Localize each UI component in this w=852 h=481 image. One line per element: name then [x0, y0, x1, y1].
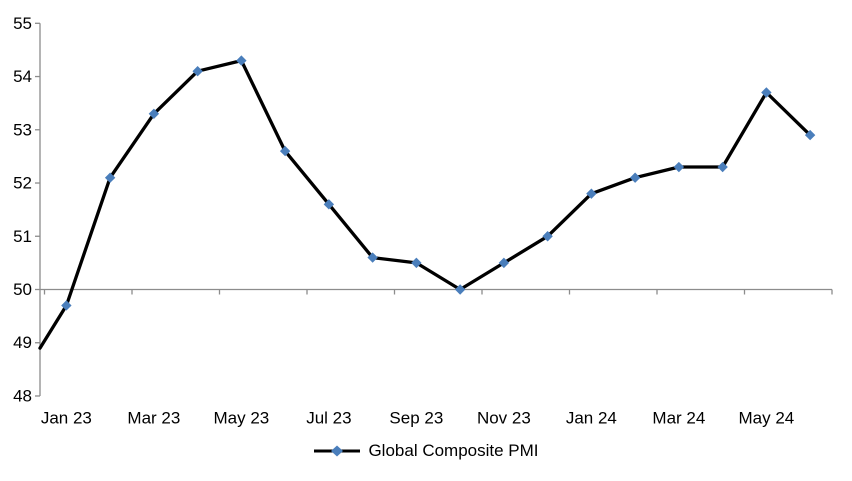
- data-point-marker: [629, 172, 641, 183]
- x-axis-tick-label: Mar 23: [127, 409, 180, 428]
- x-axis-tick-label: Mar 24: [652, 409, 705, 428]
- data-point-marker: [61, 300, 72, 311]
- y-axis-tick-label: 50: [13, 280, 32, 299]
- y-axis-tick-label: 53: [13, 120, 32, 139]
- y-axis-tick-label: 55: [13, 14, 32, 33]
- series-line-global-composite-pmi: [38, 58, 812, 350]
- legend-series-label: Global Composite PMI: [368, 441, 539, 460]
- legend-line-marker-icon: [314, 445, 361, 456]
- legend: Global Composite PMI: [0, 442, 852, 459]
- data-point-marker: [673, 161, 685, 173]
- data-point-marker: [279, 145, 291, 157]
- data-point-marker: [236, 55, 247, 66]
- data-point-marker: [104, 172, 116, 183]
- data-point-marker: [323, 199, 335, 210]
- y-axis-tick-label: 51: [13, 227, 32, 246]
- data-point-marker: [367, 252, 378, 263]
- y-axis-tick-label: 54: [13, 67, 32, 86]
- y-axis-tick-label: 48: [13, 386, 32, 405]
- data-point-marker: [804, 129, 816, 141]
- data-point-marker: [411, 257, 422, 269]
- x-axis-tick-label: Jan 24: [566, 409, 617, 428]
- x-axis-tick-label: May 24: [739, 409, 795, 428]
- data-point-marker: [148, 108, 160, 120]
- data-point-marker: [717, 161, 728, 173]
- x-axis-tick-label: May 23: [214, 409, 270, 428]
- legend-diamond-marker-icon: [331, 445, 344, 456]
- y-axis-tick-label: 52: [13, 174, 32, 193]
- data-point-marker: [454, 284, 466, 295]
- x-axis-tick-label: Jul 23: [306, 409, 351, 428]
- data-point-marker: [542, 231, 553, 242]
- x-axis-tick-label: Sep 23: [389, 409, 443, 428]
- y-axis-tick-label: 49: [13, 333, 32, 352]
- x-axis-tick-label: Jan 23: [41, 409, 92, 428]
- data-point-marker: [586, 188, 597, 199]
- x-axis-tick-label: Nov 23: [477, 409, 531, 428]
- data-point-marker: [192, 66, 203, 77]
- data-point-marker: [761, 87, 772, 98]
- data-point-marker: [498, 257, 510, 269]
